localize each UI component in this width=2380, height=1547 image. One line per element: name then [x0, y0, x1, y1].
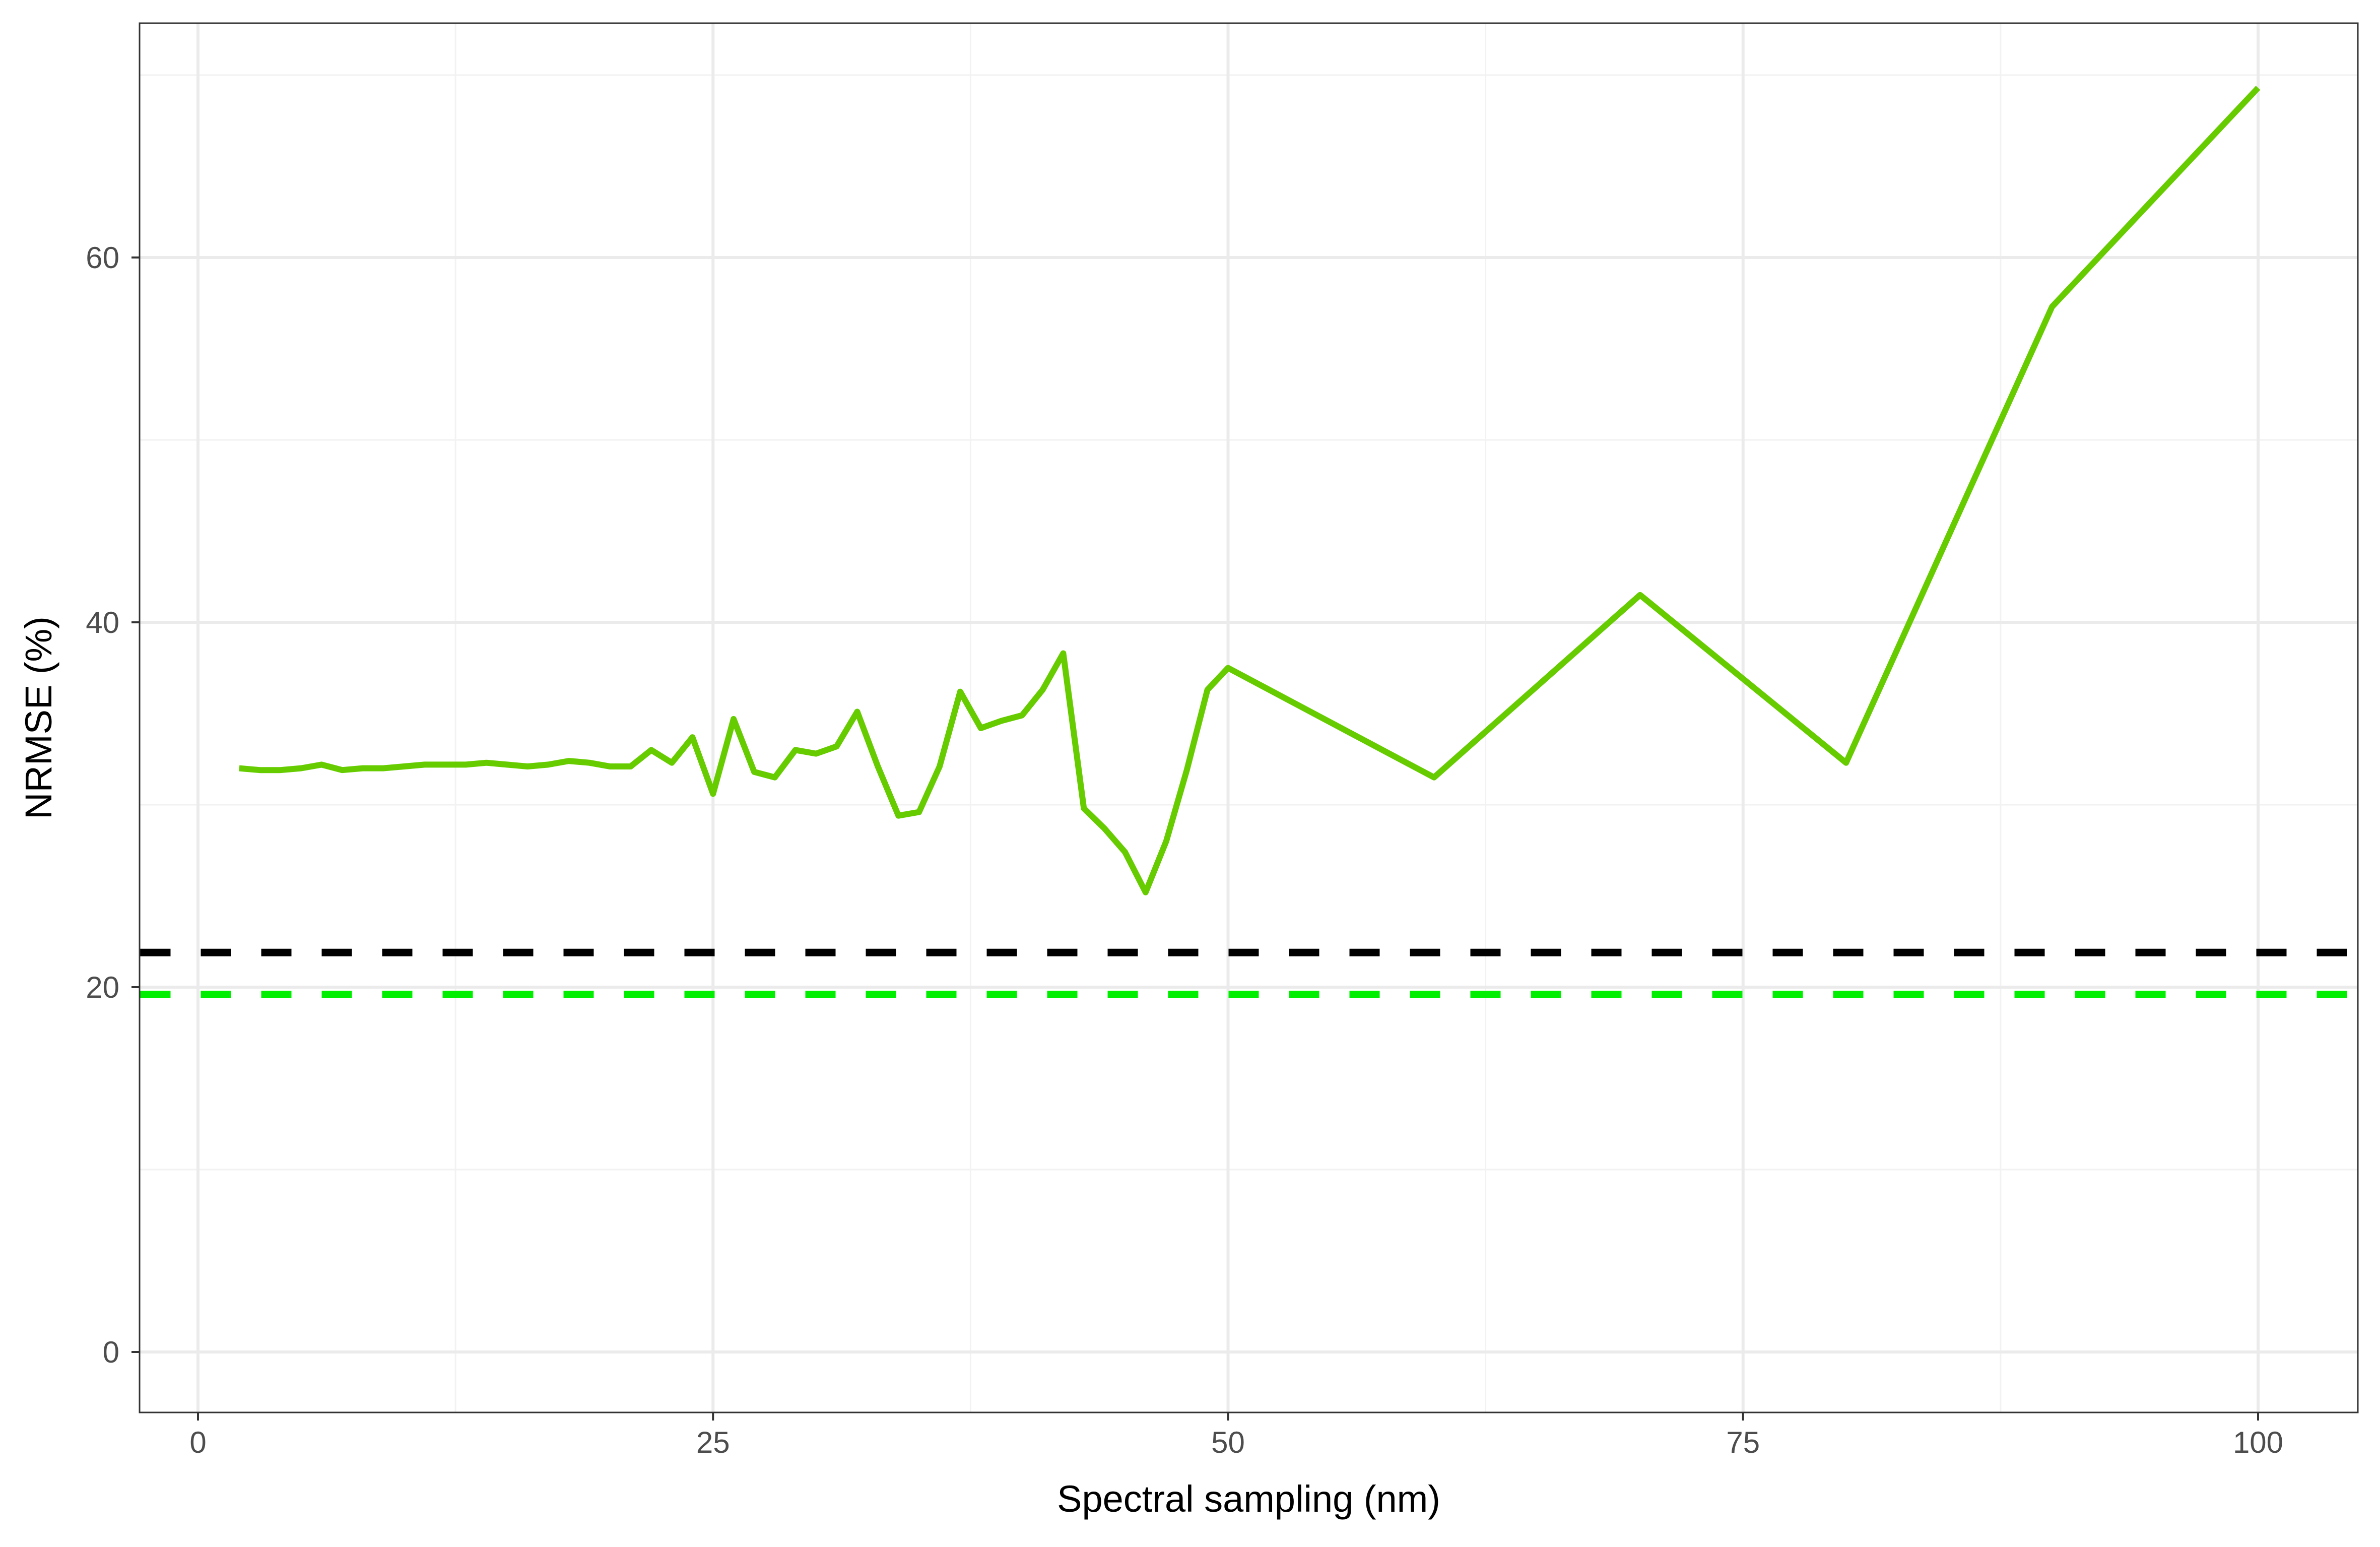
- tick-labels: 0 25 50 75 100 0 20 40 60: [86, 241, 2283, 1459]
- minor-gridlines: [140, 23, 2358, 1412]
- x-tick-label: 50: [1211, 1426, 1245, 1459]
- y-axis-title: NRMSE (%): [18, 616, 59, 819]
- x-tick-label: 75: [1726, 1426, 1760, 1459]
- series-layer: [140, 86, 2358, 998]
- y-tick-label: 20: [86, 971, 119, 1004]
- nrmse-series-line: [239, 86, 2261, 895]
- major-gridlines: [140, 23, 2358, 1412]
- x-axis-title: Spectral sampling (nm): [1057, 1478, 1440, 1520]
- x-tick-label: 25: [696, 1426, 730, 1459]
- x-tick-label: 0: [189, 1426, 206, 1459]
- axis-ticks: [131, 256, 2259, 1421]
- panel-border: [139, 22, 2359, 1413]
- x-tick-label: 100: [2233, 1426, 2283, 1459]
- y-tick-label: 60: [86, 241, 119, 275]
- y-tick-label: 0: [103, 1335, 119, 1369]
- y-tick-label: 40: [86, 606, 119, 639]
